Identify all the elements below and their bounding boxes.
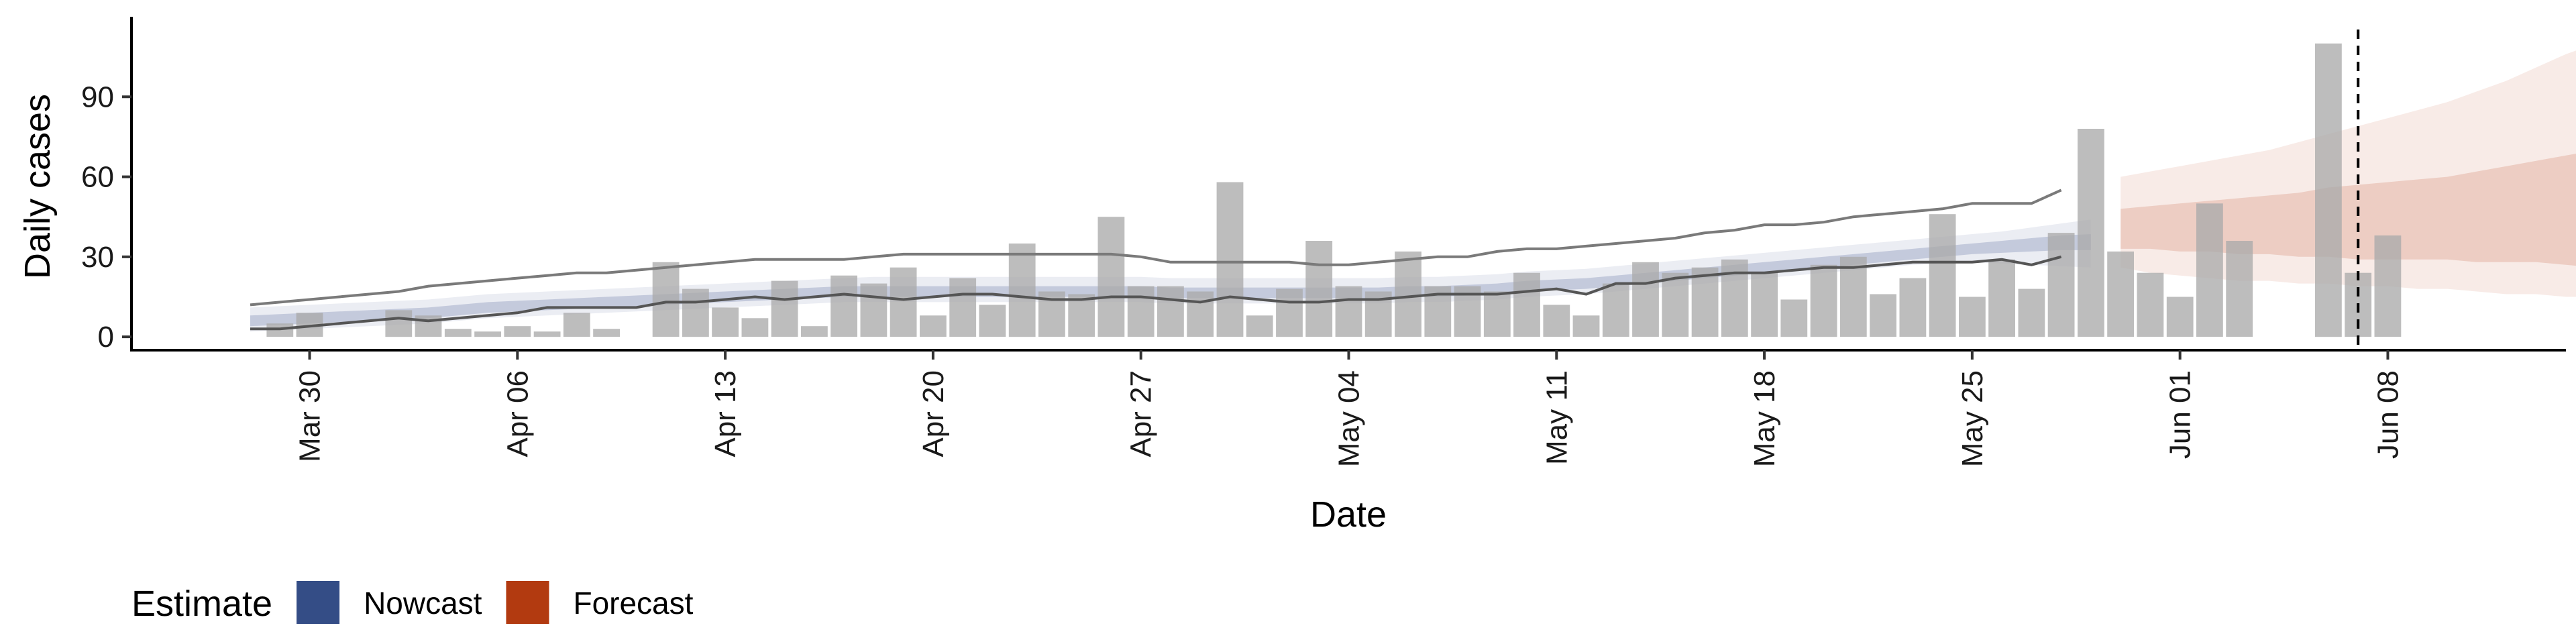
case-bar <box>1395 251 1421 337</box>
case-bar <box>533 331 561 337</box>
case-bar <box>1662 272 1689 337</box>
forecast-outer-band <box>2121 50 2576 297</box>
case-bar <box>1899 278 1927 337</box>
case-bar <box>741 318 769 337</box>
case-bar <box>1276 288 1303 337</box>
x-tick-label: May 18 <box>1748 370 1781 467</box>
case-bar <box>1870 294 1896 337</box>
case-bar <box>385 310 413 337</box>
case-bar <box>1543 305 1570 337</box>
case-bar <box>1839 256 1867 337</box>
upper-interval-line <box>250 189 2062 307</box>
case-bar <box>771 280 798 337</box>
case-bar <box>1008 244 1036 337</box>
case-bar <box>2078 129 2104 337</box>
legend-title: Estimate <box>131 584 272 624</box>
case-bar <box>2196 203 2223 337</box>
case-bar <box>712 307 739 337</box>
case-bar <box>1988 259 2015 337</box>
case-bar <box>1959 297 1986 337</box>
case-bar <box>1216 182 1244 337</box>
case-bar <box>801 326 828 337</box>
case-bar <box>1187 291 1214 337</box>
case-bar <box>1929 214 1956 337</box>
case-bar <box>890 267 917 337</box>
case-bar <box>1780 299 1808 337</box>
case-bar <box>1127 286 1155 337</box>
daily-case-bars <box>266 43 2402 337</box>
x-tick-label: Apr 06 <box>501 370 534 458</box>
case-bar <box>504 326 531 337</box>
case-bar <box>1157 286 1184 337</box>
nowcast-outer-band <box>250 219 2091 332</box>
case-bar <box>1810 264 1837 337</box>
case-bar <box>1246 315 1273 337</box>
case-bar <box>860 283 888 337</box>
legend-swatch <box>506 581 549 624</box>
case-bar <box>1097 217 1125 337</box>
x-tick-label: Jun 08 <box>2372 370 2405 459</box>
y-axis-title: Daily cases <box>17 94 58 279</box>
y-tick-label: 90 <box>81 80 114 113</box>
case-bar <box>1572 315 1600 337</box>
x-tick-label: Mar 30 <box>294 370 327 462</box>
x-tick-label: May 11 <box>1540 370 1573 465</box>
x-tick-label: May 25 <box>1956 370 1989 467</box>
case-bar <box>1305 241 1333 337</box>
x-tick-label: Apr 13 <box>709 370 742 458</box>
case-bar <box>2018 288 2045 337</box>
outer-interval-lines <box>250 189 2062 331</box>
case-bar <box>2226 241 2253 337</box>
case-bar <box>1335 286 1362 337</box>
case-bar <box>1483 291 1511 337</box>
legend-label: Nowcast <box>364 586 482 621</box>
case-bar <box>979 305 1006 337</box>
legend: Estimate Nowcast Forecast <box>131 581 694 624</box>
case-bar <box>920 315 947 337</box>
case-bar <box>1602 283 1629 337</box>
case-bar <box>830 275 857 337</box>
case-bar <box>1751 272 1778 337</box>
legend-label: Forecast <box>573 586 693 621</box>
x-tick-label: Apr 20 <box>917 370 950 458</box>
case-bar <box>1513 272 1540 337</box>
case-bar <box>2374 235 2402 337</box>
case-bar <box>652 262 680 337</box>
case-bar <box>2107 251 2134 337</box>
lower-interval-line <box>250 255 2062 331</box>
case-bar <box>682 288 709 337</box>
y-tick-label: 60 <box>81 161 114 194</box>
case-bar <box>474 331 501 337</box>
case-bar <box>1068 294 1095 337</box>
y-tick-label: 30 <box>81 241 114 274</box>
case-bar <box>593 329 620 337</box>
case-bar <box>563 313 590 337</box>
case-bar <box>2166 297 2194 337</box>
legend-swatch <box>297 581 340 624</box>
x-tick-label: Apr 27 <box>1125 370 1158 458</box>
case-bar <box>444 329 472 337</box>
forecast-inner-band <box>2121 154 2576 266</box>
case-bar <box>2137 272 2164 337</box>
case-bar <box>2315 43 2342 337</box>
x-axis-title: Date <box>1310 494 1387 535</box>
case-bar <box>1691 267 1719 337</box>
axes: 0 30 60 90 Mar 30 Apr 06 Apr 13 Apr 20 Apr 27 May… <box>81 17 2566 467</box>
case-bar <box>1721 259 1748 337</box>
case-bar <box>949 278 977 337</box>
case-bar <box>1632 262 1659 337</box>
y-tick-label: 0 <box>98 321 114 354</box>
x-tick-label: May 04 <box>1333 370 1366 467</box>
x-tick-label: Jun 01 <box>2164 370 2197 459</box>
case-bar <box>2047 233 2075 337</box>
